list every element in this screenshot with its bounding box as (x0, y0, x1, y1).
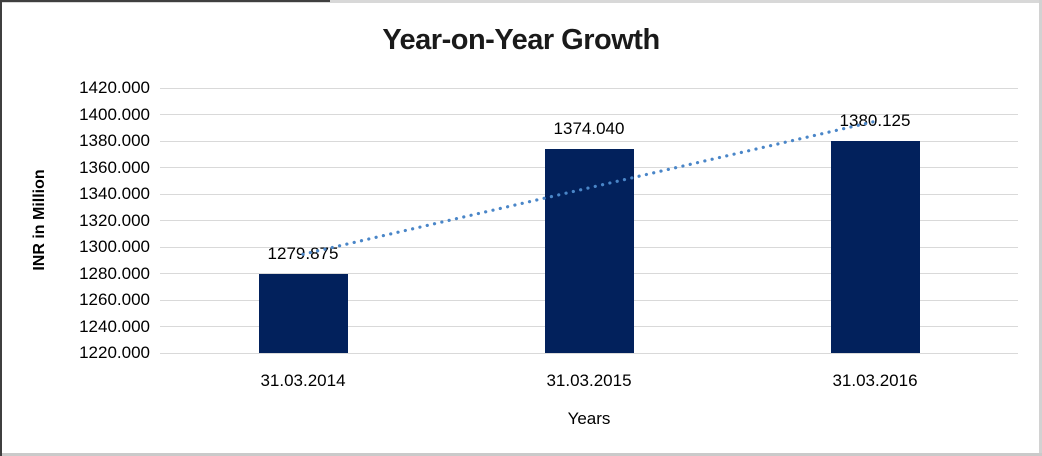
chart-title: Year-on-Year Growth (382, 24, 660, 56)
gridline (160, 87, 1018, 89)
x-axis-title: Years (567, 409, 611, 428)
y-tick-label: 1280.000 (79, 263, 150, 283)
y-tick-label: 1340.000 (79, 184, 150, 203)
x-tick-label: 31.03.2014 (260, 371, 346, 390)
bar-value-label: 1374.040 (553, 118, 625, 138)
bar-value-label: 1279.875 (267, 243, 339, 263)
y-tick-label: 1220.000 (79, 343, 150, 362)
y-tick-label: 1320.000 (79, 210, 150, 230)
y-tick-label: 1300.000 (79, 237, 150, 256)
y-tick-label: 1420.000 (79, 78, 150, 97)
y-tick-label: 1360.000 (79, 157, 150, 177)
y-tick-label: 1400.000 (79, 104, 150, 124)
y-tick-label: 1260.000 (79, 290, 150, 309)
frame-border-dark-segment (0, 0, 330, 2)
frame-border-top (0, 0, 1042, 3)
gridline (160, 352, 1018, 354)
y-tick-label: 1240.000 (79, 316, 150, 336)
gridline (160, 114, 1018, 115)
y-tick-label: 1380.000 (79, 131, 150, 150)
bar (258, 273, 348, 353)
x-tick-label: 31.03.2015 (546, 371, 632, 390)
x-tick-label: 31.03.2016 (832, 371, 918, 390)
bar-value-label: 1380.125 (839, 110, 911, 130)
bar (544, 148, 634, 353)
bar (830, 140, 920, 353)
